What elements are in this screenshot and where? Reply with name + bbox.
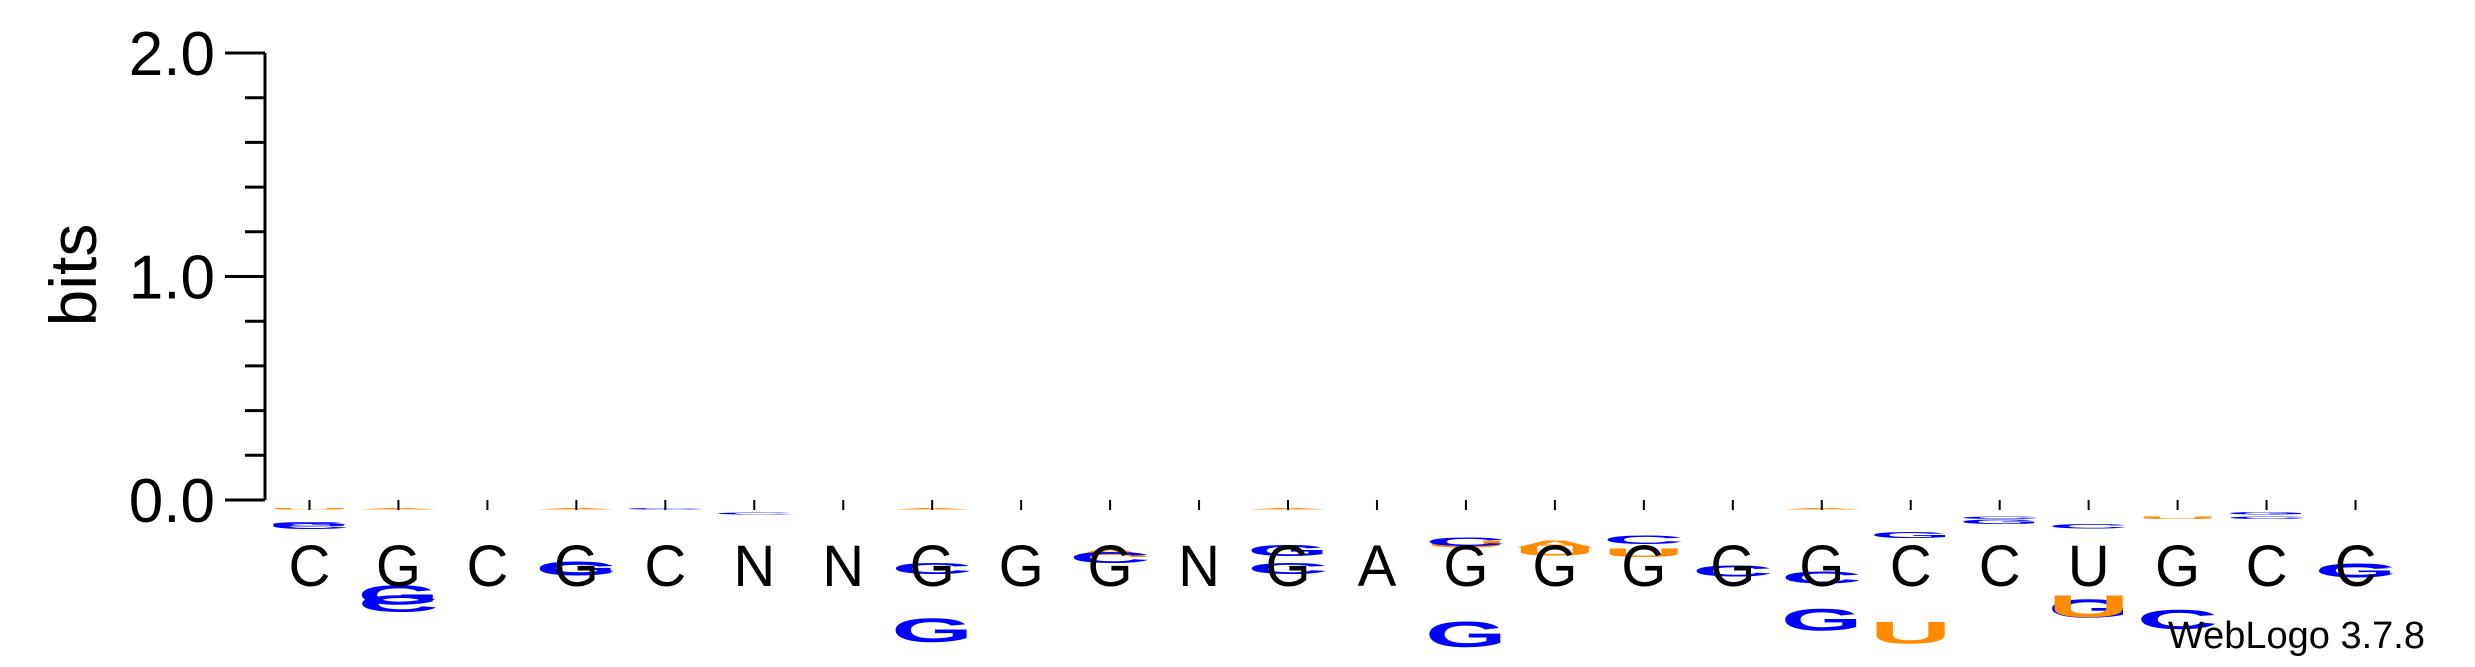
x-tick-label: G xyxy=(1710,534,1755,599)
x-tick-label: C xyxy=(1979,534,2021,599)
logo-letter-u: U xyxy=(1514,543,1596,559)
logo-letter-g: G xyxy=(535,557,617,579)
x-tick-label: N xyxy=(1178,534,1220,599)
y-tick-label: 0.0 xyxy=(129,467,215,536)
logo-letter-u: U xyxy=(2048,588,2130,624)
logo-letter-c: C xyxy=(1959,515,2041,519)
logo-letter-c: C xyxy=(269,522,351,531)
logo-letter-g: G xyxy=(2048,594,2130,623)
y-axis-title: bits xyxy=(36,224,110,327)
weblogo-credit: WebLogo 3.7.8 xyxy=(2168,615,2425,657)
x-tick-label: G xyxy=(2155,534,2200,599)
logo-letter-u: U xyxy=(1870,615,1952,651)
x-tick-label: G xyxy=(910,534,955,599)
logo-letter-c: C xyxy=(2315,560,2397,582)
logo-letter-c: C xyxy=(713,512,795,515)
logo-letter-c: C xyxy=(2226,515,2308,519)
logo-letter-g: G xyxy=(1870,531,1952,540)
x-tick-label: G xyxy=(1088,534,1133,599)
x-tick-label: C xyxy=(466,534,508,599)
x-tick-label: N xyxy=(733,534,775,599)
x-tick-label: U xyxy=(2068,534,2110,599)
logo-letter-g: G xyxy=(1781,602,1863,637)
x-tick-label: G xyxy=(554,534,599,599)
x-tick-label: C xyxy=(2246,534,2288,599)
logo-letter-c: C xyxy=(1603,533,1685,546)
logo-letter-u: U xyxy=(2137,515,2219,519)
logo-letter-g: G xyxy=(2226,511,2308,515)
logo-letter-a: A xyxy=(1514,539,1596,550)
x-tick-label: G xyxy=(376,534,421,599)
x-tick-label: C xyxy=(1890,534,1932,599)
logo-letter-c: C xyxy=(1069,549,1151,567)
x-tick-label: C xyxy=(2335,534,2377,599)
logo-letter-u: U xyxy=(1425,539,1507,550)
x-tick-label: C xyxy=(644,534,686,599)
logo-letter-c: C xyxy=(891,560,973,578)
x-tick-label: A xyxy=(1358,534,1397,599)
logo-letter-g: G xyxy=(1247,542,1329,560)
logo-letter-g: G xyxy=(891,611,973,649)
logo-letter-g: G xyxy=(1959,519,2041,526)
logo-letter-c: C xyxy=(2137,604,2219,635)
logo-letter-c: C xyxy=(358,591,440,618)
x-tick-label: G xyxy=(1443,534,1488,599)
x-tick-label: N xyxy=(822,534,864,599)
x-tick-label: G xyxy=(1265,534,1310,599)
logo-letter-a: A xyxy=(1069,547,1151,560)
logo-letter-c: C xyxy=(1692,562,1774,580)
x-tick-label: G xyxy=(999,534,1044,599)
x-tick-label: G xyxy=(1532,534,1577,599)
x-tick-label: G xyxy=(1621,534,1666,599)
y-axis: 0.0 1.0 2.0 xyxy=(129,20,267,536)
logo-letter-c: C xyxy=(535,560,617,578)
y-tick-label: 1.0 xyxy=(129,244,215,313)
logo-letter-g: G xyxy=(358,579,440,610)
logo-letter-g: G xyxy=(1425,615,1507,655)
x-tick-label: C xyxy=(289,534,331,599)
logo-letter-c: C xyxy=(1425,535,1507,548)
x-tick-label: G xyxy=(1799,534,1844,599)
logo-letter-c: C xyxy=(1247,560,1329,578)
logo-letter-c: C xyxy=(2048,523,2130,530)
logo-letter-g: G xyxy=(269,521,351,528)
logo-letter-u: U xyxy=(1603,547,1685,560)
y-tick-label: 2.0 xyxy=(129,20,215,89)
logo-letter-g: G xyxy=(2315,562,2397,580)
logo-letter-c: C xyxy=(1781,568,1863,588)
